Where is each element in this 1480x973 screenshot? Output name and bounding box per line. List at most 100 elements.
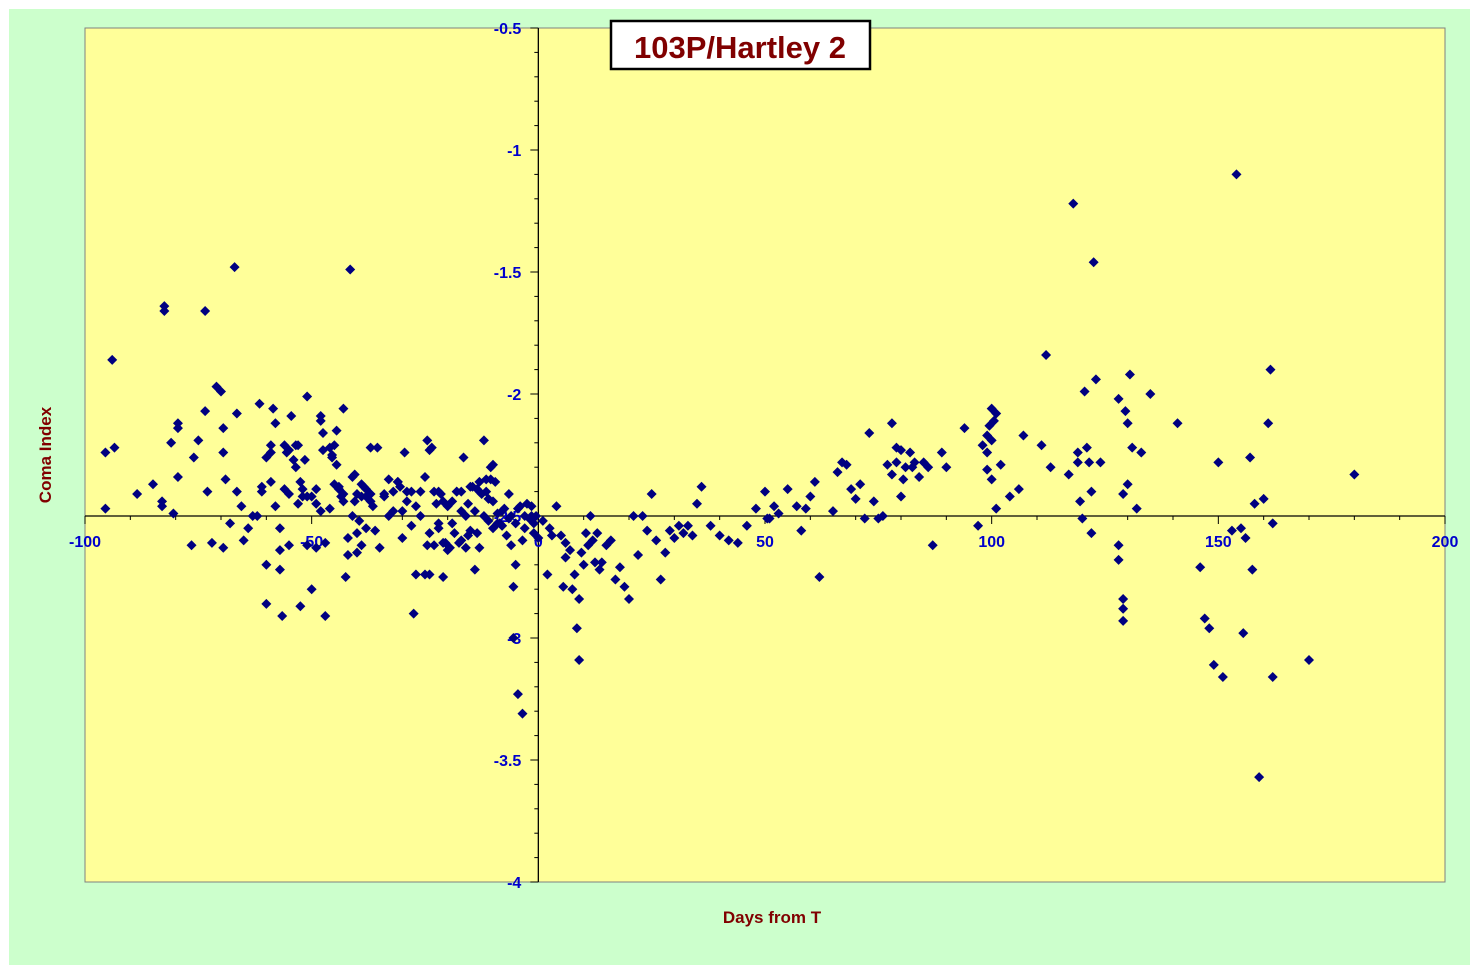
data-point	[481, 486, 492, 497]
data-point	[172, 471, 183, 482]
data-point	[512, 689, 523, 700]
data-point	[896, 491, 906, 502]
data-point	[558, 581, 569, 592]
data-point	[687, 530, 698, 541]
data-point	[306, 584, 317, 595]
data-point	[991, 408, 1002, 419]
data-point	[447, 518, 458, 529]
data-point	[1036, 440, 1047, 451]
data-point	[592, 528, 603, 539]
data-point	[474, 542, 485, 553]
data-point	[732, 537, 743, 548]
data-point	[809, 476, 820, 487]
data-point	[225, 518, 236, 529]
data-point	[331, 459, 342, 470]
data-point	[633, 550, 644, 561]
data-point	[982, 464, 993, 475]
data-point	[565, 545, 576, 556]
data-point	[796, 525, 807, 536]
data-point	[1088, 257, 1099, 268]
data-point	[338, 496, 349, 507]
data-point	[172, 423, 183, 434]
data-point	[422, 435, 433, 446]
data-point	[200, 306, 211, 317]
data-point	[723, 535, 734, 546]
data-point	[456, 535, 467, 546]
data-point	[673, 520, 684, 531]
data-point	[1195, 562, 1206, 573]
data-point	[841, 459, 852, 470]
data-point	[537, 515, 548, 526]
y-axis-title: Coma Index	[36, 406, 55, 503]
data-point	[664, 525, 675, 536]
data-point	[218, 542, 229, 553]
data-point	[1217, 672, 1228, 683]
data-point	[420, 471, 430, 482]
data-point	[429, 540, 440, 551]
data-point	[655, 574, 666, 585]
data-point	[791, 501, 802, 512]
data-point	[1199, 613, 1210, 624]
data-point	[256, 486, 267, 497]
data-point	[1249, 498, 1260, 509]
data-point	[388, 486, 399, 497]
data-point	[1095, 457, 1106, 468]
data-point	[1118, 489, 1129, 500]
data-point	[1063, 469, 1074, 480]
data-point	[587, 535, 598, 546]
data-point	[1086, 528, 1097, 539]
data-point	[299, 454, 310, 465]
data-point	[1013, 484, 1024, 495]
data-point	[1204, 623, 1215, 634]
data-point	[705, 520, 716, 531]
data-point	[288, 454, 299, 465]
data-point	[576, 547, 587, 558]
data-points	[100, 169, 1360, 783]
data-point	[877, 511, 888, 521]
data-point	[238, 535, 249, 546]
data-point	[261, 598, 272, 609]
data-point	[186, 540, 197, 551]
data-point	[1349, 469, 1360, 480]
data-point	[132, 489, 143, 500]
data-point	[941, 462, 952, 473]
data-point	[646, 489, 657, 500]
data-point	[1004, 491, 1015, 502]
data-point	[168, 508, 179, 519]
data-point	[805, 491, 816, 502]
data-point	[1145, 389, 1156, 399]
data-point	[274, 545, 285, 556]
data-point	[331, 425, 342, 436]
data-point	[361, 523, 372, 534]
data-point	[1118, 593, 1129, 604]
data-point	[800, 503, 811, 514]
data-point	[1263, 418, 1274, 429]
data-point	[444, 542, 455, 553]
y-tick-label: -0.5	[494, 21, 522, 38]
data-point	[669, 532, 680, 543]
data-point	[488, 459, 498, 470]
data-point	[1077, 513, 1088, 524]
data-point	[345, 264, 356, 275]
data-point	[569, 569, 580, 580]
data-point	[898, 474, 909, 485]
data-point	[651, 535, 662, 546]
data-point	[265, 476, 276, 487]
data-point	[637, 511, 648, 521]
data-point	[832, 467, 843, 478]
data-point	[352, 547, 362, 558]
data-point	[383, 474, 394, 485]
data-point	[365, 442, 376, 453]
data-point	[200, 406, 211, 417]
data-point	[628, 511, 639, 521]
data-point	[882, 459, 893, 470]
data-point	[424, 528, 435, 539]
y-tick-label: -1	[507, 143, 521, 160]
data-point	[410, 569, 421, 580]
data-point	[295, 476, 306, 487]
data-point	[469, 564, 480, 575]
data-point	[379, 489, 390, 500]
data-point	[295, 601, 306, 612]
data-point	[1072, 457, 1083, 468]
data-point	[449, 528, 460, 539]
